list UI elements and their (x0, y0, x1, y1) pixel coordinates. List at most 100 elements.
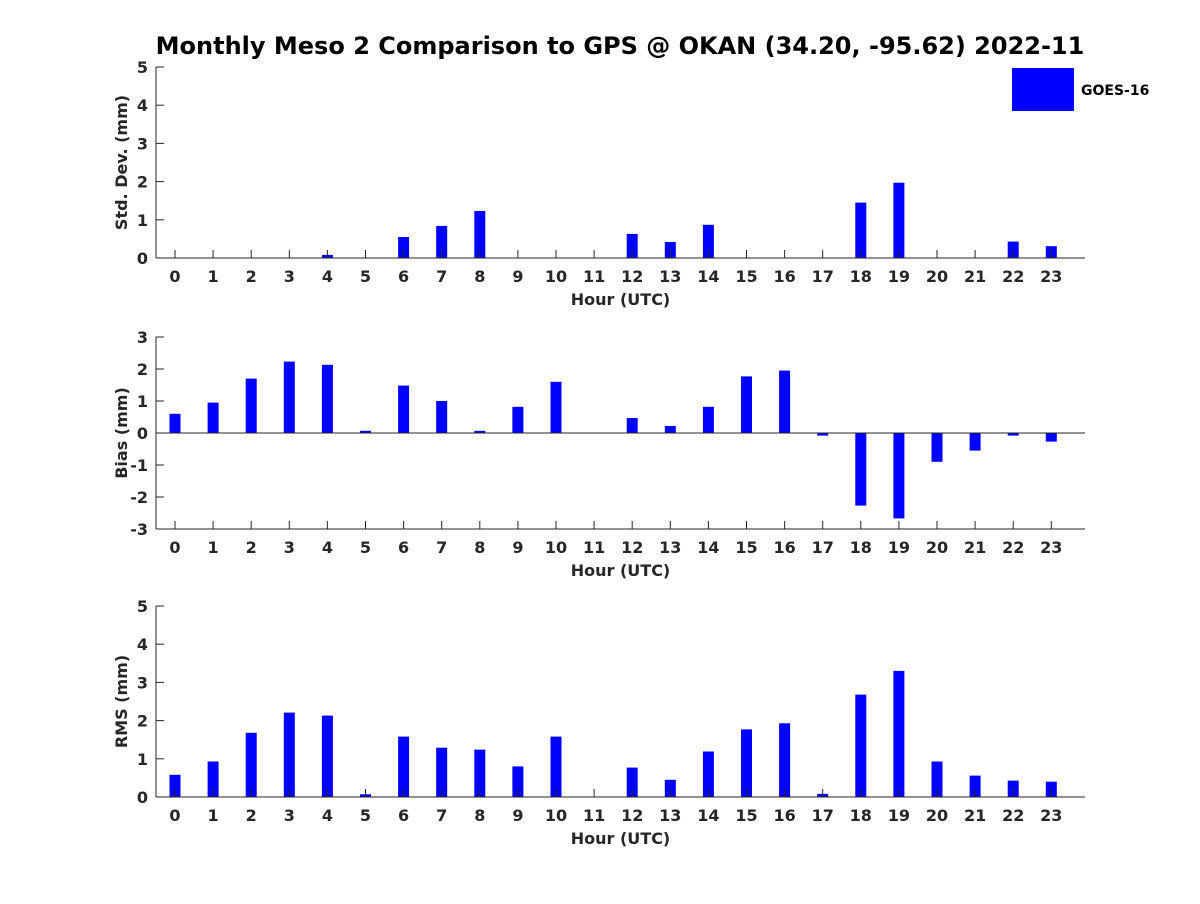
bar-bias-9 (512, 406, 524, 433)
x-tick-label: 12 (621, 538, 643, 557)
x-tick-label: 10 (545, 538, 567, 557)
bar-std-dev-18 (855, 202, 867, 258)
x-tick-label: 21 (964, 538, 986, 557)
bar-std-dev-22 (1007, 241, 1019, 258)
x-tick-label: 20 (926, 538, 948, 557)
x-tick-label: 2 (246, 806, 257, 825)
x-tick-label: 8 (474, 538, 485, 557)
bar-bias-20 (931, 433, 943, 462)
bar-bias-1 (207, 402, 219, 433)
bar-bias-12 (626, 418, 638, 433)
bar-rms-9 (512, 766, 524, 797)
x-tick-label: 2 (246, 267, 257, 286)
bar-std-dev-7 (436, 225, 448, 258)
y-tick-label: 0 (137, 249, 148, 268)
bar-rms-2 (245, 732, 257, 797)
y-tick-label: 5 (137, 58, 148, 77)
bar-bias-13 (664, 426, 676, 433)
bar-bias-15 (741, 376, 752, 433)
x-tick-label: 7 (436, 806, 447, 825)
x-tick-label: 13 (659, 267, 681, 286)
bar-bias-19 (893, 433, 905, 519)
x-tick-label: 11 (583, 806, 605, 825)
bar-rms-12 (626, 767, 638, 797)
x-tick-label: 19 (888, 806, 910, 825)
bar-rms-8 (474, 749, 486, 797)
x-tick-label: 18 (850, 806, 872, 825)
legend: GOES-16 (1012, 68, 1149, 111)
bar-rms-7 (436, 747, 448, 797)
bar-std-dev-6 (398, 237, 410, 258)
bar-rms-0 (169, 774, 181, 797)
x-tick-label: 8 (474, 806, 485, 825)
bar-rms-21 (969, 775, 981, 797)
x-tick-label: 20 (926, 806, 948, 825)
x-tick-label: 11 (583, 267, 605, 286)
bar-std-dev-12 (626, 233, 638, 258)
y-tick-label: 4 (137, 635, 148, 654)
y-tick-label: 1 (137, 750, 148, 769)
x-axis-label: Hour (UTC) (571, 829, 671, 848)
y-tick-label: 1 (137, 211, 148, 230)
y-tick-label: 0 (137, 424, 148, 443)
bar-bias-18 (855, 433, 867, 506)
x-axis-label: Hour (UTC) (571, 290, 671, 309)
x-tick-label: 3 (284, 806, 295, 825)
y-tick-label: 2 (137, 173, 148, 192)
x-tick-label: 23 (1040, 538, 1062, 557)
y-tick-label: -2 (130, 488, 148, 507)
bar-rms-19 (893, 670, 905, 797)
y-tick-label: -1 (130, 456, 148, 475)
x-tick-label: 10 (545, 806, 567, 825)
y-axis-label: Std. Dev. (mm) (112, 95, 131, 230)
x-tick-label: 9 (512, 267, 523, 286)
bar-bias-8 (474, 430, 486, 433)
bar-bias-21 (969, 433, 981, 451)
x-tick-label: 17 (812, 806, 834, 825)
bar-rms-4 (321, 715, 333, 797)
x-tick-label: 22 (1002, 806, 1024, 825)
bar-bias-23 (1045, 433, 1057, 442)
x-tick-label: 10 (545, 267, 567, 286)
chart-title: Monthly Meso 2 Comparison to GPS @ OKAN … (156, 32, 1085, 60)
x-tick-label: 19 (888, 267, 910, 286)
x-tick-label: 6 (398, 267, 409, 286)
bar-rms-20 (931, 761, 943, 797)
legend-swatch (1012, 68, 1074, 111)
bar-bias-16 (779, 370, 791, 433)
bar-bias-7 (436, 401, 448, 433)
y-tick-label: 5 (137, 597, 148, 616)
x-axis-label: Hour (UTC) (571, 561, 671, 580)
x-tick-label: 22 (1002, 538, 1024, 557)
x-tick-label: 14 (697, 806, 719, 825)
bar-std-dev-8 (474, 211, 486, 258)
y-axis-label: RMS (mm) (112, 655, 131, 748)
legend-label: GOES-16 (1081, 83, 1149, 99)
bar-bias-6 (398, 385, 410, 433)
bar-bias-3 (283, 361, 295, 433)
x-tick-label: 3 (284, 267, 295, 286)
x-tick-label: 21 (964, 806, 986, 825)
y-tick-label: 3 (137, 328, 148, 347)
bar-bias-0 (169, 413, 181, 433)
x-tick-label: 4 (322, 267, 333, 286)
x-tick-label: 5 (360, 267, 371, 286)
y-tick-label: 3 (137, 134, 148, 153)
x-tick-label: 16 (773, 538, 795, 557)
x-tick-label: 11 (583, 538, 605, 557)
y-tick-label: 0 (137, 788, 148, 807)
x-tick-label: 14 (697, 267, 719, 286)
bar-bias-5 (360, 430, 371, 433)
bar-rms-15 (741, 729, 752, 797)
x-tick-label: 5 (360, 806, 371, 825)
x-tick-label: 15 (735, 267, 757, 286)
x-tick-label: 18 (850, 267, 872, 286)
y-tick-label: 1 (137, 392, 148, 411)
bar-std-dev-14 (702, 224, 714, 258)
bar-rms-1 (207, 761, 219, 797)
y-axis-label: Bias (mm) (112, 387, 131, 479)
x-tick-label: 14 (697, 538, 719, 557)
